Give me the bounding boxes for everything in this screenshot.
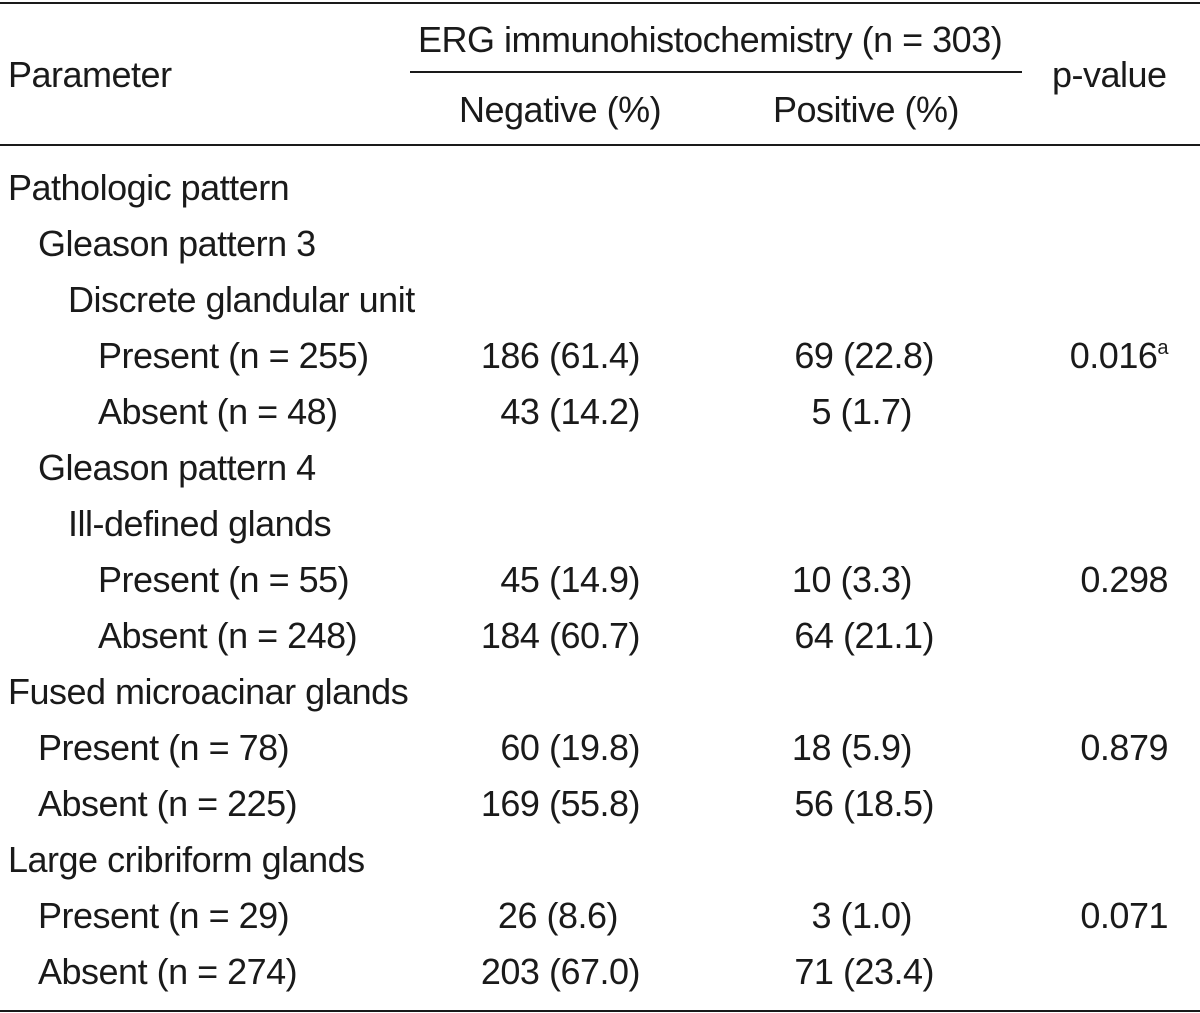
row-label: Ill-defined glands <box>68 503 332 544</box>
row-label: Present (n = 255) <box>98 335 369 376</box>
positive-value: 64 (21.1) <box>794 615 934 656</box>
p-value: 0.298 <box>1080 559 1168 600</box>
p-value-number: 0.016 <box>1069 335 1158 376</box>
p-value: 0.879 <box>1080 727 1168 768</box>
row-label: Gleason pattern 4 <box>38 447 316 488</box>
positive-value: 56 (18.5) <box>794 783 934 824</box>
positive-value: 18 (5.9) <box>791 727 913 768</box>
positive-value: 71 (23.4) <box>794 951 934 992</box>
p-value: 0.016a <box>1008 335 1169 376</box>
negative-value: 186 (61.4) <box>480 335 641 376</box>
positive-value: 3 (1.0) <box>811 895 912 936</box>
header-parameter: Parameter <box>8 54 172 95</box>
table-bottom-rule <box>0 1010 1200 1012</box>
erg-span-rule <box>410 71 1022 73</box>
negative-value: 169 (55.8) <box>480 783 641 824</box>
row-label: Fused microacinar glands <box>8 671 409 712</box>
negative-value: 184 (60.7) <box>480 615 641 656</box>
header-negative: Negative (%) <box>459 89 662 130</box>
row-label: Pathologic pattern <box>8 167 290 208</box>
header-bottom-rule <box>0 144 1200 146</box>
positive-value: 5 (1.7) <box>811 391 912 432</box>
p-value: 0.071 <box>1080 895 1168 936</box>
header-pvalue: p-value <box>1052 54 1167 95</box>
negative-value: 26 (8.6) <box>497 895 619 936</box>
row-label: Discrete glandular unit <box>68 279 415 320</box>
row-label: Absent (n = 248) <box>98 615 358 656</box>
row-label: Gleason pattern 3 <box>38 223 316 264</box>
table-top-rule <box>0 2 1200 4</box>
row-label: Present (n = 78) <box>38 727 290 768</box>
row-label: Present (n = 55) <box>98 559 350 600</box>
negative-value: 203 (67.0) <box>480 951 641 992</box>
row-label: Large cribriform glands <box>8 839 365 880</box>
header-positive: Positive (%) <box>773 89 960 130</box>
positive-value: 10 (3.3) <box>791 559 913 600</box>
row-label: Absent (n = 274) <box>38 951 298 992</box>
negative-value: 45 (14.9) <box>500 559 640 600</box>
header-erg-group: ERG immunohistochemistry (n = 303) <box>418 19 1003 60</box>
positive-value: 69 (22.8) <box>794 335 934 376</box>
negative-value: 60 (19.8) <box>500 727 640 768</box>
row-label: Absent (n = 225) <box>38 783 298 824</box>
row-label: Absent (n = 48) <box>98 391 338 432</box>
footnote-marker: a <box>1157 337 1168 359</box>
negative-value: 43 (14.2) <box>500 391 640 432</box>
row-label: Present (n = 29) <box>38 895 290 936</box>
